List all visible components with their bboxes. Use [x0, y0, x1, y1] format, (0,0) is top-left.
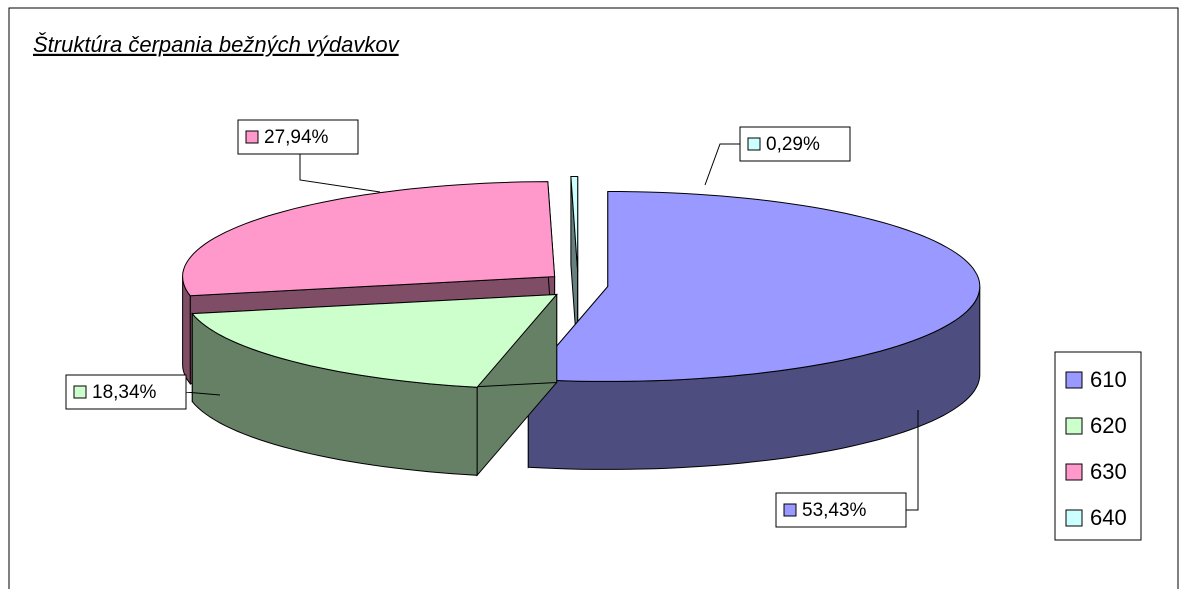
slice-top: [191, 293, 558, 388]
slice-top: [570, 176, 579, 272]
legend-swatch: [1065, 417, 1083, 435]
slice-top: [182, 181, 556, 297]
data-label: 27,94%: [264, 127, 329, 148]
legend-label: 630: [1090, 459, 1127, 484]
legend-label: 640: [1090, 505, 1127, 530]
data-label: 53,43%: [802, 500, 867, 521]
leader-line: [299, 154, 381, 193]
legend-swatch: [1065, 509, 1083, 527]
slice: [570, 176, 579, 360]
chart-frame: [8, 7, 1179, 589]
data-label: 18,34%: [92, 382, 157, 403]
data-label-swatch: [783, 503, 797, 517]
data-label-box: [775, 492, 907, 528]
leader-line: [906, 410, 919, 511]
legend-label: 620: [1090, 413, 1127, 438]
slice: [191, 293, 558, 477]
data-label-swatch: [245, 130, 259, 144]
slice: [527, 191, 981, 470]
legend: 610 620 630 640: [1065, 367, 1127, 530]
data-label-swatch: [73, 385, 87, 399]
leader-line: [704, 143, 740, 186]
data-label: 0,29%: [766, 134, 820, 155]
legend-swatch: [1065, 371, 1083, 389]
data-label-swatch: [747, 137, 761, 151]
legend-label: 610: [1090, 367, 1127, 392]
chart-title: Štruktúra čerpania bežných výdavkov: [33, 32, 401, 57]
legend-swatch: [1065, 463, 1083, 481]
slice-top: [527, 191, 981, 382]
